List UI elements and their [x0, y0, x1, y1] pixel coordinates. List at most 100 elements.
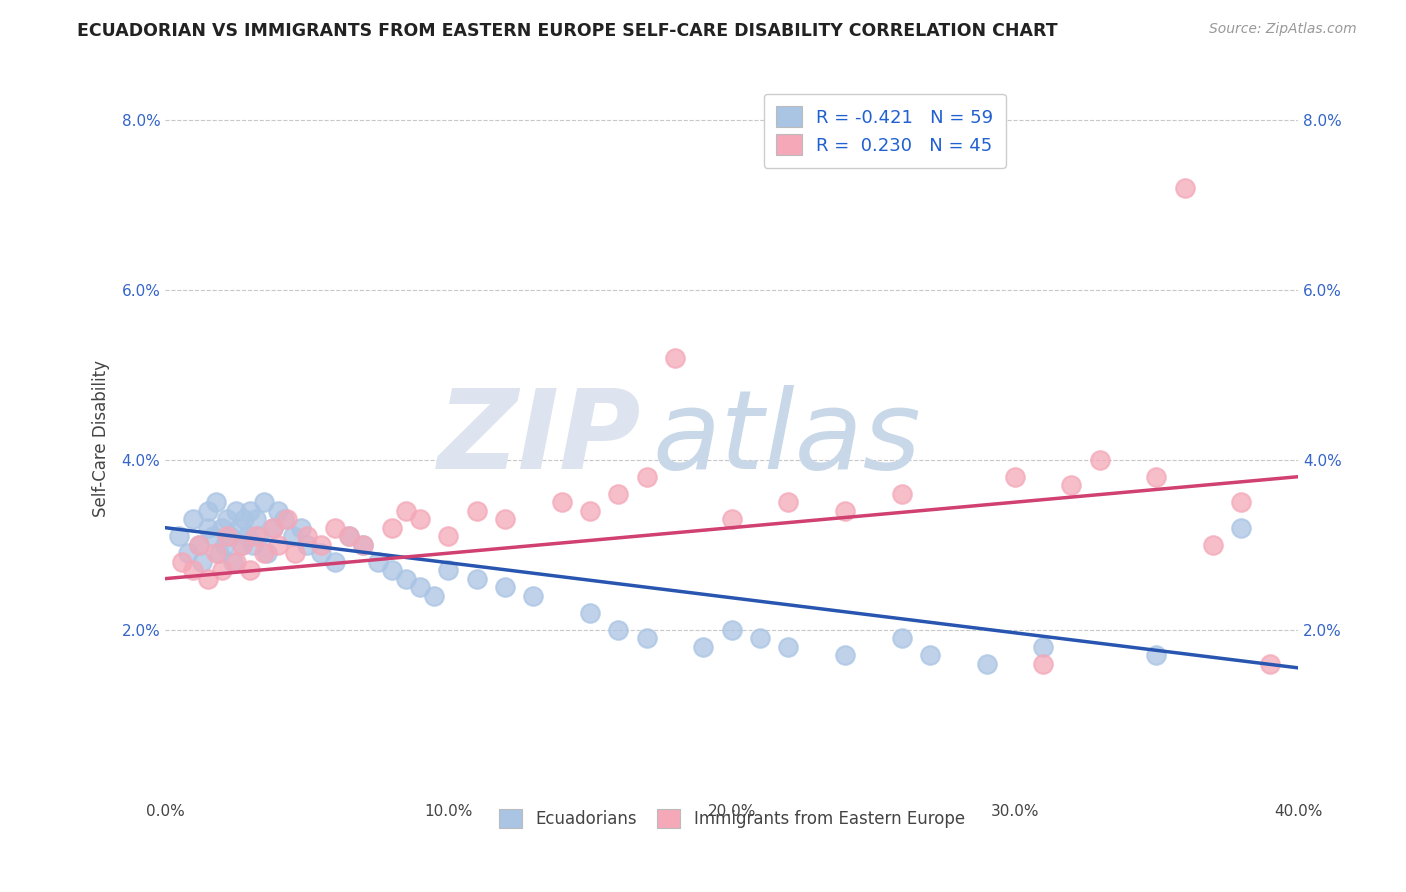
Point	[177, 546, 200, 560]
Point	[188, 538, 211, 552]
Point	[228, 521, 250, 535]
Point	[748, 631, 770, 645]
Point	[295, 529, 318, 543]
Point	[197, 572, 219, 586]
Point	[423, 589, 446, 603]
Point	[494, 580, 516, 594]
Point	[409, 512, 432, 526]
Point	[233, 512, 256, 526]
Point	[1230, 521, 1253, 535]
Text: ZIP: ZIP	[437, 385, 641, 492]
Point	[323, 555, 346, 569]
Point	[208, 546, 231, 560]
Point	[778, 640, 800, 654]
Point	[1088, 452, 1111, 467]
Point	[214, 538, 236, 552]
Point	[273, 512, 295, 526]
Point	[437, 563, 460, 577]
Point	[352, 538, 374, 552]
Point	[720, 623, 742, 637]
Point	[437, 529, 460, 543]
Point	[242, 538, 264, 552]
Point	[225, 555, 247, 569]
Point	[236, 529, 259, 543]
Point	[395, 504, 418, 518]
Point	[253, 495, 276, 509]
Point	[245, 512, 267, 526]
Point	[550, 495, 572, 509]
Point	[579, 504, 602, 518]
Point	[309, 546, 332, 560]
Point	[217, 512, 239, 526]
Point	[395, 572, 418, 586]
Point	[720, 512, 742, 526]
Point	[607, 623, 630, 637]
Point	[295, 538, 318, 552]
Point	[834, 648, 856, 662]
Point	[1146, 469, 1168, 483]
Point	[381, 521, 404, 535]
Point	[890, 631, 912, 645]
Point	[1032, 640, 1054, 654]
Point	[256, 546, 278, 560]
Point	[183, 512, 205, 526]
Point	[217, 529, 239, 543]
Point	[276, 512, 298, 526]
Point	[205, 495, 228, 509]
Point	[172, 555, 194, 569]
Legend: Ecuadorians, Immigrants from Eastern Europe: Ecuadorians, Immigrants from Eastern Eur…	[492, 802, 972, 835]
Point	[352, 538, 374, 552]
Point	[692, 640, 714, 654]
Point	[494, 512, 516, 526]
Point	[183, 563, 205, 577]
Point	[281, 529, 304, 543]
Point	[197, 504, 219, 518]
Point	[239, 563, 262, 577]
Point	[607, 486, 630, 500]
Point	[1258, 657, 1281, 671]
Point	[225, 504, 247, 518]
Point	[309, 538, 332, 552]
Point	[381, 563, 404, 577]
Point	[636, 631, 658, 645]
Point	[367, 555, 389, 569]
Point	[211, 521, 233, 535]
Point	[231, 538, 253, 552]
Point	[202, 529, 225, 543]
Point	[1060, 478, 1083, 492]
Point	[337, 529, 360, 543]
Y-axis label: Self-Care Disability: Self-Care Disability	[93, 360, 110, 517]
Point	[465, 504, 488, 518]
Point	[522, 589, 544, 603]
Point	[197, 521, 219, 535]
Point	[262, 521, 284, 535]
Point	[337, 529, 360, 543]
Point	[262, 521, 284, 535]
Text: atlas: atlas	[652, 385, 921, 492]
Point	[253, 546, 276, 560]
Point	[188, 538, 211, 552]
Point	[579, 606, 602, 620]
Point	[219, 529, 242, 543]
Point	[267, 538, 290, 552]
Point	[247, 529, 270, 543]
Point	[239, 504, 262, 518]
Text: Source: ZipAtlas.com: Source: ZipAtlas.com	[1209, 22, 1357, 37]
Point	[231, 538, 253, 552]
Point	[890, 486, 912, 500]
Point	[205, 546, 228, 560]
Point	[211, 563, 233, 577]
Point	[323, 521, 346, 535]
Point	[409, 580, 432, 594]
Point	[267, 504, 290, 518]
Point	[1032, 657, 1054, 671]
Point	[834, 504, 856, 518]
Point	[918, 648, 941, 662]
Point	[778, 495, 800, 509]
Point	[169, 529, 191, 543]
Point	[1146, 648, 1168, 662]
Text: ECUADORIAN VS IMMIGRANTS FROM EASTERN EUROPE SELF-CARE DISABILITY CORRELATION CH: ECUADORIAN VS IMMIGRANTS FROM EASTERN EU…	[77, 22, 1057, 40]
Point	[636, 469, 658, 483]
Point	[1174, 181, 1197, 195]
Point	[1230, 495, 1253, 509]
